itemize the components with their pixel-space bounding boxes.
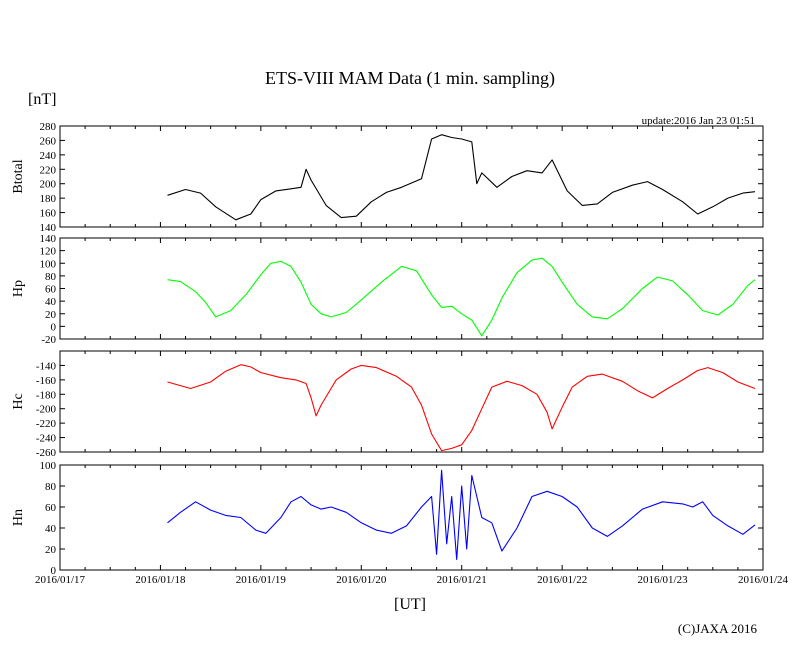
y-tick-label: 100 bbox=[40, 460, 57, 472]
y-tick-label: -200 bbox=[36, 404, 57, 416]
y-tick-label: 80 bbox=[45, 481, 57, 493]
panel-frame bbox=[59, 237, 764, 340]
y-tick-label: -160 bbox=[36, 375, 57, 387]
series-line-hn bbox=[167, 469, 756, 561]
y-tick-label: 140 bbox=[40, 233, 57, 245]
y-tick-label: 120 bbox=[40, 246, 57, 258]
y-tick-label: -140 bbox=[36, 360, 57, 372]
panel-label-hc: Hc bbox=[11, 393, 26, 409]
x-tick-label: 2016/01/24 bbox=[738, 574, 789, 586]
y-tick-label: 280 bbox=[40, 121, 57, 133]
x-tick-label: 2016/01/18 bbox=[135, 574, 186, 586]
y-tick-label: -240 bbox=[36, 433, 57, 445]
y-tick-label: 60 bbox=[45, 284, 57, 296]
panel-label-hp: Hp bbox=[11, 280, 26, 297]
y-tick-label: 60 bbox=[45, 502, 57, 514]
y-tick-label: 20 bbox=[45, 309, 57, 321]
y-tick-label: 240 bbox=[40, 150, 57, 162]
y-tick-label: -220 bbox=[36, 418, 57, 430]
y-tick-label: 100 bbox=[40, 258, 57, 270]
y-tick-label: -180 bbox=[36, 389, 57, 401]
panel-frame bbox=[59, 125, 764, 228]
panels: 140160180200220240260280Btotal-200204060… bbox=[11, 121, 764, 577]
x-tick-label: 2016/01/23 bbox=[638, 574, 689, 586]
series-line-hp bbox=[167, 257, 756, 337]
panel-hn: 0 20 40 60 80 100 Hn bbox=[11, 460, 764, 577]
y-tick-label: 40 bbox=[45, 296, 57, 308]
update-text: update:2016 Jan 23 01:51 bbox=[642, 115, 755, 127]
x-tick-label: 2016/01/19 bbox=[236, 574, 287, 586]
panel-hc: -260 -240 -220 -200 -180 -160 -140 Hc bbox=[11, 350, 764, 459]
y-tick-label: 140 bbox=[40, 222, 57, 234]
x-tick-label: 2016/01/21 bbox=[437, 574, 487, 586]
unit-label: [nT] bbox=[28, 91, 56, 108]
y-tick-label: 0 bbox=[51, 565, 57, 577]
y-tick-label: 40 bbox=[45, 523, 57, 535]
x-tick-label: 2016/01/22 bbox=[537, 574, 587, 586]
y-tick-label: 200 bbox=[40, 179, 57, 191]
x-tick-label: 2016/01/20 bbox=[336, 574, 387, 586]
x-axis: 2016/01/17 2016/01/18 2016/01/19 2016/01/20… bbox=[35, 574, 789, 586]
panel-frame bbox=[59, 464, 764, 571]
y-tick-label: 0 bbox=[51, 321, 57, 333]
y-tick-label: 160 bbox=[40, 208, 57, 220]
series-line-hc bbox=[167, 364, 756, 452]
x-axis-label: [UT] bbox=[394, 596, 426, 613]
y-tick-label: 260 bbox=[40, 135, 57, 147]
y-tick-label: 20 bbox=[45, 544, 57, 556]
panel-label-btotal: Btotal bbox=[11, 159, 26, 193]
y-tick-label: -260 bbox=[36, 447, 57, 459]
panel-label-hn: Hn bbox=[11, 509, 26, 526]
series-line-btotal bbox=[167, 134, 756, 221]
y-tick-label: -20 bbox=[41, 334, 56, 346]
chart-title: ETS-VIII MAM Data (1 min. sampling) bbox=[265, 68, 555, 89]
copyright-text: (C)JAXA 2016 bbox=[678, 621, 758, 636]
y-tick-label: 220 bbox=[40, 164, 57, 176]
panel-frame bbox=[59, 350, 764, 453]
panel-btotal: 140 160 180 200 220 240 260 280 Btotal bbox=[11, 121, 764, 234]
x-tick-label: 2016/01/17 bbox=[35, 574, 86, 586]
y-tick-label: 180 bbox=[40, 193, 57, 205]
y-tick-label: 80 bbox=[45, 271, 57, 283]
